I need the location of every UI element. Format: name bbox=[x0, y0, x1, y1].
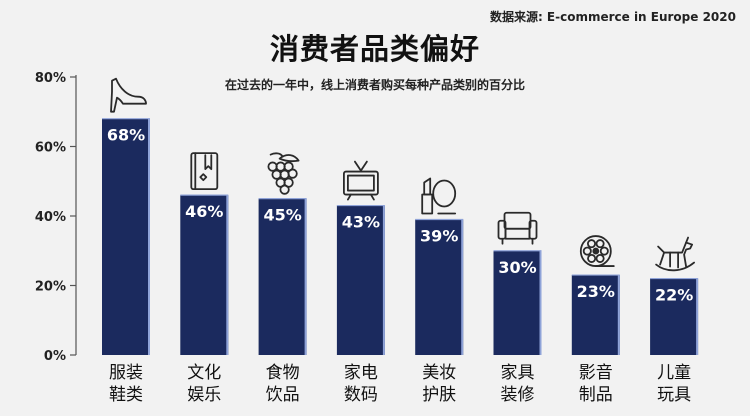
bar-value-label: 45% bbox=[263, 206, 301, 225]
bar-value-label: 39% bbox=[420, 226, 458, 245]
y-tick-label: 60% bbox=[35, 141, 66, 156]
bar-value-label: 30% bbox=[498, 258, 536, 277]
category-label: 家具 bbox=[501, 363, 535, 383]
y-tick-label: 40% bbox=[35, 210, 66, 225]
chart-subtitle: 在过去的一年中，线上消费者购买每种产品类别的百分比 bbox=[224, 78, 525, 92]
cosmetics-icon bbox=[421, 177, 457, 215]
category-label: 玩具 bbox=[657, 385, 691, 405]
bars-group: 68% 46% 45% 43% 39% 30% 23% 22% bbox=[102, 118, 699, 355]
category-label: 数码 bbox=[344, 385, 378, 405]
category-label: 娱乐 bbox=[187, 385, 221, 405]
category-label: 美妆 bbox=[422, 363, 456, 383]
icons-group bbox=[110, 77, 695, 272]
category-label: 文化 bbox=[187, 363, 221, 383]
bar-value-label: 68% bbox=[107, 126, 145, 145]
bar bbox=[258, 198, 307, 355]
category-label: 装修 bbox=[501, 385, 535, 405]
book-icon bbox=[190, 152, 219, 191]
y-tick-label: 20% bbox=[35, 280, 66, 295]
rocking-horse-icon bbox=[655, 236, 695, 272]
category-label: 服装 bbox=[109, 363, 143, 383]
category-label: 鞋类 bbox=[109, 385, 143, 405]
sofa-icon bbox=[497, 211, 538, 245]
category-label: 儿童 bbox=[657, 363, 691, 383]
y-axis: 0% 20% 40% 60% 80% bbox=[35, 71, 77, 364]
film-reel-icon bbox=[579, 235, 615, 267]
bar bbox=[571, 275, 620, 355]
y-tick-label: 0% bbox=[44, 349, 66, 364]
bar bbox=[415, 219, 464, 355]
tv-icon bbox=[342, 160, 379, 201]
bar bbox=[102, 118, 150, 355]
category-label: 饮品 bbox=[266, 385, 300, 405]
category-label: 制品 bbox=[579, 385, 613, 405]
data-source-note: 数据来源: E-commerce in Europe 2020 bbox=[489, 10, 736, 24]
bar-value-label: 43% bbox=[342, 213, 380, 232]
category-label: 护肤 bbox=[422, 385, 456, 405]
y-tick-label: 80% bbox=[35, 71, 66, 86]
bar bbox=[180, 195, 229, 355]
bar bbox=[650, 278, 699, 355]
bar-value-label: 46% bbox=[185, 202, 223, 221]
bar bbox=[493, 250, 542, 355]
grapes-icon bbox=[267, 152, 300, 195]
category-label: 影音 bbox=[579, 363, 613, 383]
chart-title: 消费者品类偏好 bbox=[269, 32, 480, 66]
category-label: 家电 bbox=[344, 363, 378, 383]
bar-value-label: 23% bbox=[577, 282, 615, 301]
category-label: 食物 bbox=[266, 363, 300, 383]
high-heel-shoe-icon bbox=[110, 77, 147, 113]
bar-value-label: 22% bbox=[655, 286, 693, 305]
bar bbox=[336, 205, 385, 355]
